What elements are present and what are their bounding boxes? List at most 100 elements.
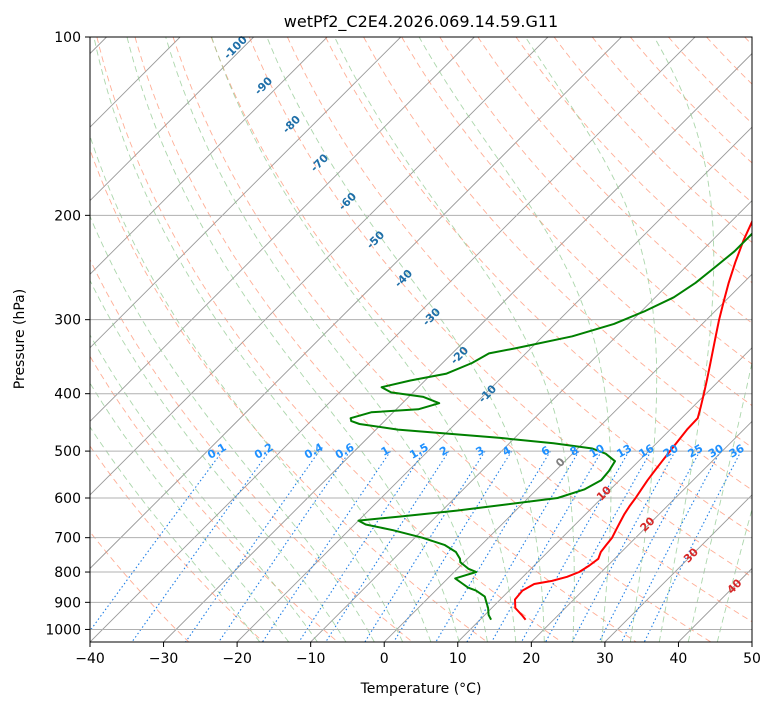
dry-adiabat-line [553, 37, 752, 243]
mixing-ratio-label: 0.1 [205, 441, 228, 462]
mixing-ratio-line [598, 450, 701, 642]
x-tick-label: −20 [222, 651, 252, 667]
dry-adiabat-label: -10 [476, 382, 499, 405]
mixing-ratio-line [393, 450, 513, 642]
y-axis: 100 200 300 400 500 600 700 800 900 1000 [45, 30, 90, 638]
dry-adiabat-line [90, 355, 339, 642]
x-tick-label: −40 [75, 651, 105, 667]
mixing-ratio-line [90, 450, 223, 632]
mixing-ratio-line [298, 450, 425, 642]
moist-adiabat-line [687, 360, 752, 642]
mixing-ratio-label: 13 [614, 442, 634, 461]
mixing-ratio-line [435, 450, 551, 642]
mixing-ratio-line [491, 450, 603, 642]
background-lines [90, 37, 752, 642]
x-tick-label: 40 [670, 651, 688, 667]
x-axis: −40 −30 −20 −10 0 10 20 30 40 50 [75, 642, 761, 667]
isotherm-line [236, 126, 752, 642]
y-tick-label: 600 [54, 491, 81, 507]
chart-title: wetPf2_C2E4.2026.069.14.59.G11 [284, 12, 558, 32]
dry-adiabat-line [90, 531, 190, 642]
moist-adiabat-line [90, 215, 375, 642]
isotherm-line [751, 641, 752, 642]
dry-adiabat-line [744, 37, 752, 46]
dry-adiabat-line [90, 148, 488, 642]
mixing-ratio-label: 36 [727, 442, 747, 461]
isotherm-line [90, 37, 254, 202]
moist-adiabat-line [653, 37, 715, 642]
x-tick-label: 20 [522, 651, 540, 667]
dry-adiabat-line [477, 37, 752, 324]
dry-adiabat-label: -20 [448, 344, 471, 367]
moist-adiabat-line [266, 37, 545, 642]
dry-adiabat-line [96, 37, 562, 642]
moist-adiabat-line [211, 37, 517, 642]
mixing-ratio-line [571, 450, 676, 642]
moist-adiabat-label: 20 [638, 514, 658, 534]
moist-adiabat-line [90, 426, 261, 642]
isotherm-line [90, 37, 402, 349]
mixing-ratio-line [325, 450, 450, 642]
pressure-grid [90, 214, 752, 630]
dry-adiabat-line [90, 258, 413, 642]
dry-adiabat-line [248, 37, 752, 578]
moist-adiabat-line [90, 134, 404, 642]
dry-adiabat-label: -70 [308, 151, 331, 174]
isotherm-line [531, 420, 752, 642]
line-labels: -100-90-80-70-60-50-40-30-20-100.1 0.2 0.4… [205, 33, 747, 597]
profile-line [514, 219, 752, 621]
x-tick-label: −10 [296, 651, 326, 667]
isotherm-line [383, 273, 752, 642]
dry-adiabat-line [591, 37, 752, 204]
x-tick-label: −30 [149, 651, 179, 667]
x-tick-label: 0 [380, 651, 389, 667]
isotherm-line [90, 37, 549, 496]
mixing-ratio-label: 0.4 [302, 440, 326, 461]
moist-adiabat-line [90, 382, 290, 642]
dry-adiabat-line [286, 37, 752, 534]
moist-adiabat-line [93, 37, 432, 642]
mixing-ratio-line [262, 450, 391, 642]
mixing-ratio-line [643, 450, 742, 642]
mixing-ratio-label: 10 [587, 442, 607, 461]
y-tick-label: 200 [54, 208, 81, 224]
mixing-ratio-label: 1.5 [407, 441, 430, 462]
y-tick-label: 700 [54, 531, 81, 547]
dry-adiabat-line [210, 37, 752, 623]
y-tick-label: 500 [54, 444, 81, 460]
y-tick-label: 900 [54, 595, 81, 611]
x-tick-label: 50 [743, 651, 761, 667]
mixing-ratio-line [621, 450, 721, 642]
mixing-ratio-line [545, 450, 652, 642]
y-tick-label: 100 [54, 30, 81, 46]
mixing-ratio-label: 0.6 [333, 440, 357, 461]
moist-adiabat-line [165, 37, 488, 642]
y-tick-label: 300 [54, 313, 81, 329]
dry-adiabat-line [172, 37, 712, 642]
dry-adiabat-line [629, 37, 752, 164]
isotherm-line [604, 494, 752, 642]
x-tick-label: 10 [449, 651, 467, 667]
dry-adiabat-line [439, 37, 752, 365]
profile-line [349, 232, 752, 621]
moist-adiabat-line [334, 37, 575, 642]
x-tick-label: 30 [596, 651, 614, 667]
isotherm-line [457, 347, 752, 642]
moist-adiabat-line [90, 334, 318, 642]
mixing-ratio-label: 30 [706, 442, 726, 461]
mixing-ratio-line [521, 450, 630, 642]
dry-adiabat-label: -50 [364, 228, 387, 251]
isotherm-line [163, 52, 752, 642]
dry-adiabat-label: -90 [252, 74, 275, 97]
moist-adiabat-line [126, 37, 460, 642]
mixing-ratio-label: 0.2 [252, 441, 275, 462]
y-axis-title: Pressure (hPa) [12, 289, 28, 389]
y-tick-label: 800 [54, 565, 81, 581]
y-tick-label: 1000 [45, 622, 81, 638]
moist-adiabat-line [525, 37, 658, 642]
x-axis-title: Temperature (°C) [360, 681, 482, 697]
dry-adiabat-label: -40 [392, 267, 415, 290]
mixing-ratio-line [185, 450, 320, 642]
isotherm-line [90, 37, 328, 275]
